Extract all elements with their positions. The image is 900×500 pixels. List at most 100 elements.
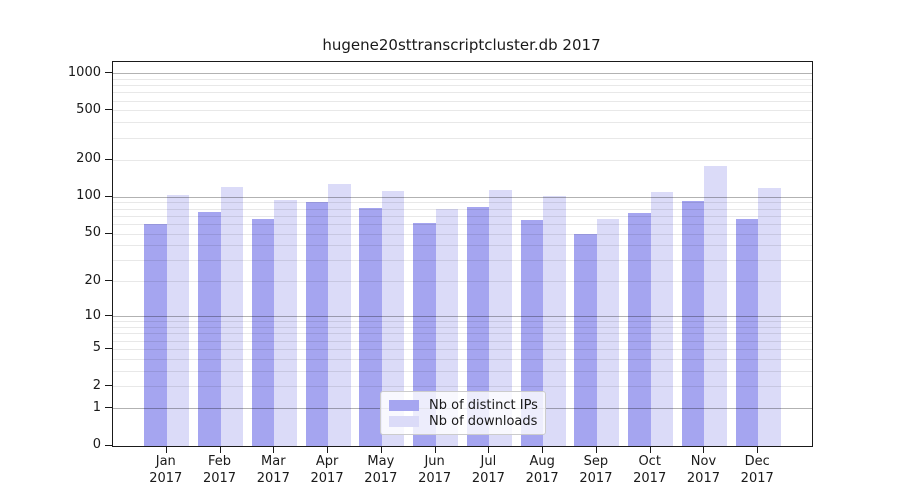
x-tick-mark-jan <box>165 447 167 453</box>
x-tick-label-jun: Jun 2017 <box>418 454 452 486</box>
minor-gridline-5 <box>113 348 812 350</box>
bar-sep-distinct-ips <box>574 234 597 446</box>
minor-gridline-50 <box>113 233 812 235</box>
y-tick-label-0: 0 <box>92 437 101 452</box>
minor-gridline-80 <box>113 208 812 210</box>
y-tick-mark-20 <box>105 280 112 282</box>
bar-aug-downloads <box>543 196 566 446</box>
x-tick-mark-jul <box>488 447 490 453</box>
bar-jul-distinct-ips <box>466 206 490 446</box>
x-tick-mark-apr <box>327 447 329 453</box>
y-tick-label-20: 20 <box>84 272 101 288</box>
minor-gridline-9 <box>113 321 812 323</box>
y-tick-label-10: 10 <box>84 307 101 323</box>
bar-aug-distinct-ips <box>520 220 544 446</box>
y-tick-label-50: 50 <box>84 225 101 241</box>
minor-gridline-70 <box>113 215 812 217</box>
major-gridline-10 <box>113 316 812 318</box>
bar-jan-downloads <box>166 194 190 446</box>
y-tick-mark-500 <box>105 109 112 111</box>
y-tick-mark-10 <box>105 315 112 317</box>
y-tick-label-5: 5 <box>92 340 101 356</box>
legend-item-distinct-ips: Nb of distinct IPs <box>389 397 538 413</box>
legend-label-distinct-ips: Nb of distinct IPs <box>429 397 538 413</box>
bar-feb-distinct-ips <box>198 211 221 446</box>
minor-gridline-500 <box>113 110 812 112</box>
y-tick-mark-50 <box>105 232 112 234</box>
legend-item-downloads: Nb of downloads <box>389 413 537 429</box>
minor-gridline-300 <box>113 137 812 139</box>
minor-gridline-800 <box>113 85 812 87</box>
minor-gridline-7 <box>113 333 812 335</box>
minor-gridline-400 <box>113 122 812 124</box>
legend-label-downloads: Nb of downloads <box>429 413 538 429</box>
minor-gridline-20 <box>113 281 812 283</box>
y-tick-label-100: 100 <box>76 188 101 204</box>
major-gridline-1000 <box>113 73 812 75</box>
y-tick-label-500: 500 <box>76 101 101 117</box>
y-tick-mark-200 <box>105 158 112 160</box>
y-tick-mark-2 <box>105 385 112 387</box>
x-tick-label-mar: Mar 2017 <box>256 454 290 486</box>
major-gridline-100 <box>113 196 812 198</box>
chart-title: hugene20sttranscriptcluster.db 2017 <box>322 36 601 54</box>
minor-gridline-600 <box>113 100 812 102</box>
minor-gridline-6 <box>113 340 812 342</box>
bar-oct-downloads <box>650 191 674 446</box>
x-tick-mark-feb <box>219 447 221 453</box>
legend-swatch-distinct-ips <box>389 399 419 411</box>
y-tick-mark-0 <box>105 444 112 446</box>
minor-gridline-90 <box>113 202 812 204</box>
x-tick-mark-jun <box>434 447 436 453</box>
bar-jul-downloads <box>489 189 512 446</box>
y-tick-label-2: 2 <box>92 377 101 393</box>
minor-gridline-4 <box>113 358 812 360</box>
bar-jan-distinct-ips <box>144 223 167 446</box>
x-tick-mark-may <box>380 447 382 453</box>
bar-apr-downloads <box>328 183 351 446</box>
x-tick-mark-dec <box>757 447 759 453</box>
bar-feb-downloads <box>220 187 244 446</box>
y-tick-label-1: 1 <box>92 399 101 415</box>
x-tick-label-jan: Jan 2017 <box>149 454 183 486</box>
minor-gridline-40 <box>113 245 812 247</box>
x-tick-label-apr: Apr 2017 <box>310 454 344 486</box>
x-tick-mark-sep <box>595 447 597 453</box>
bar-mar-distinct-ips <box>251 219 275 446</box>
y-tick-mark-100 <box>105 195 112 197</box>
y-tick-mark-1 <box>105 407 112 409</box>
x-tick-label-dec: Dec 2017 <box>740 454 774 486</box>
x-tick-mark-oct <box>649 447 651 453</box>
x-tick-label-oct: Oct 2017 <box>633 454 667 486</box>
bar-sep-downloads <box>596 219 620 446</box>
bar-mar-downloads <box>274 199 297 446</box>
x-tick-label-feb: Feb 2017 <box>202 454 237 486</box>
bar-jun-downloads <box>435 209 459 446</box>
legend-swatch-downloads <box>389 415 419 427</box>
y-tick-mark-5 <box>105 347 112 349</box>
bar-nov-distinct-ips <box>681 201 705 446</box>
plot-area <box>112 61 813 447</box>
minor-gridline-900 <box>113 78 812 80</box>
bar-dec-downloads <box>758 188 781 446</box>
bar-oct-distinct-ips <box>628 212 651 446</box>
bar-may-downloads <box>381 190 405 446</box>
bar-apr-distinct-ips <box>305 202 329 446</box>
x-tick-label-jul: Jul 2017 <box>471 454 505 486</box>
bar-may-distinct-ips <box>359 207 382 446</box>
legend: Nb of distinct IPs Nb of downloads <box>380 391 546 435</box>
x-tick-label-may: May 2017 <box>364 454 398 486</box>
minor-gridline-8 <box>113 327 812 329</box>
bar-nov-downloads <box>704 165 727 446</box>
y-tick-label-200: 200 <box>76 151 101 167</box>
minor-gridline-200 <box>113 159 812 161</box>
bar-dec-distinct-ips <box>735 219 759 446</box>
x-tick-label-sep: Sep 2017 <box>579 454 613 486</box>
minor-gridline-2 <box>113 386 812 388</box>
bar-jun-distinct-ips <box>413 222 436 446</box>
minor-gridline-60 <box>113 223 812 225</box>
minor-gridline-700 <box>113 92 812 94</box>
x-tick-mark-aug <box>542 447 544 453</box>
x-tick-mark-nov <box>703 447 705 453</box>
